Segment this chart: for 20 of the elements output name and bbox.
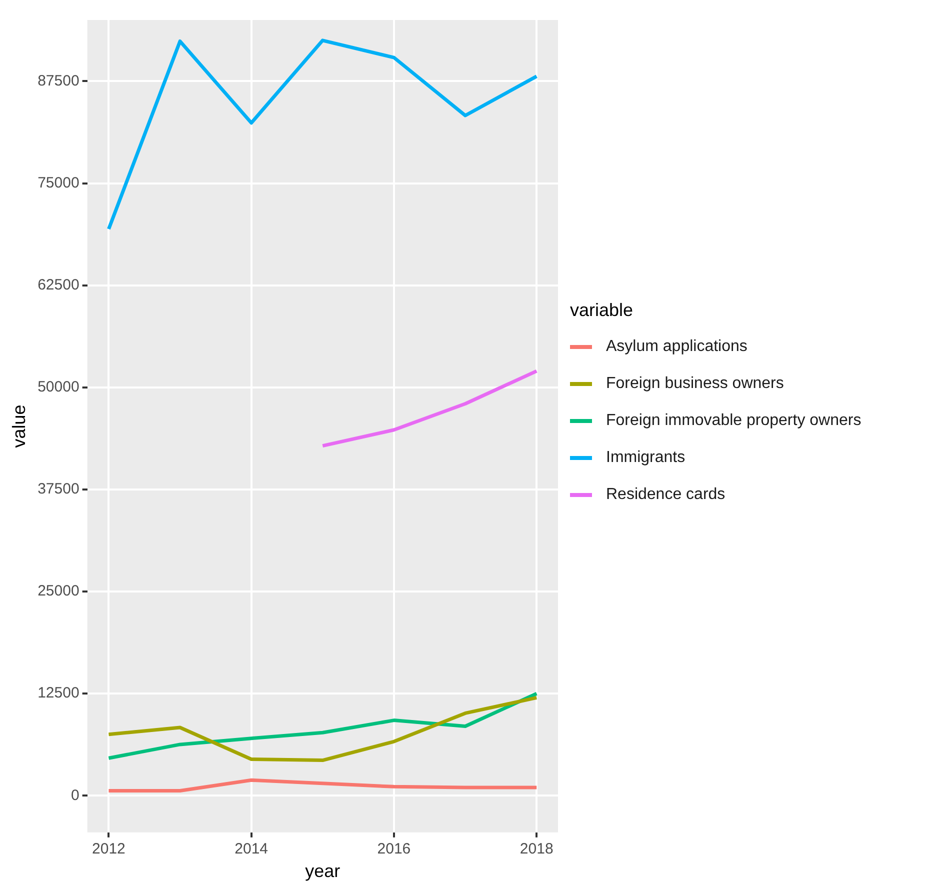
y-tick-label: 37500 (38, 480, 80, 498)
y-tick-label: 50000 (38, 378, 80, 396)
legend-label: Residence cards (606, 486, 726, 504)
legend-label: Foreign business owners (606, 375, 784, 393)
legend-label: Asylum applications (606, 338, 748, 356)
y-tick-label: 12500 (38, 684, 80, 702)
y-tick-label: 75000 (38, 174, 80, 192)
x-tick-label: 2014 (234, 840, 268, 858)
x-tick-label: 2016 (377, 840, 411, 858)
legend-label: Immigrants (606, 449, 686, 467)
x-axis-title: year (305, 861, 340, 882)
legend-title: variable (570, 300, 634, 320)
y-tick-label: 25000 (38, 582, 80, 600)
legend-label: Foreign immovable property owners (606, 412, 862, 430)
y-tick-label: 87500 (38, 72, 80, 90)
y-tick-label: 62500 (38, 276, 80, 294)
x-tick-label: 2012 (92, 840, 126, 858)
y-axis-title: value (8, 404, 29, 448)
x-tick-label: 2018 (520, 840, 554, 858)
y-tick-label: 0 (70, 786, 80, 804)
